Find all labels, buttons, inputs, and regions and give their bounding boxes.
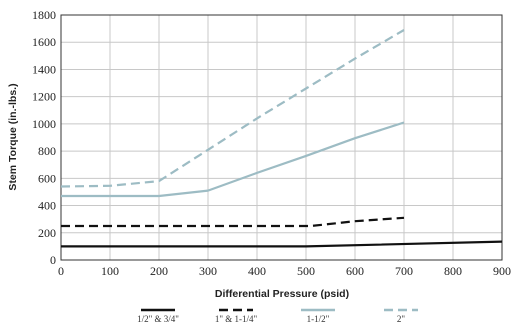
x-tick-label: 300 bbox=[199, 264, 217, 278]
legend-label-2: 1" & 1-1/4" bbox=[215, 314, 258, 324]
plot-frame bbox=[60, 14, 503, 261]
legend-label-4: 2" bbox=[397, 314, 406, 324]
series-line-2 bbox=[61, 216, 405, 228]
y-tick-label: 400 bbox=[38, 199, 56, 213]
y-tick-label: 1000 bbox=[32, 117, 56, 131]
x-tick-label: 700 bbox=[395, 264, 413, 278]
grid-lines bbox=[60, 14, 503, 261]
y-tick-label: 200 bbox=[38, 226, 56, 240]
y-tick-label: 800 bbox=[38, 144, 56, 158]
y-tick-label: 1200 bbox=[32, 90, 56, 104]
y-tick-label: 0 bbox=[50, 253, 56, 267]
x-axis-ticks: 0 100 200 300 400 500 600 700 800 900 bbox=[58, 264, 511, 278]
x-tick-label: 900 bbox=[493, 264, 511, 278]
x-tick-label: 500 bbox=[297, 264, 315, 278]
legend: 1/2" & 3/4" 1" & 1-1/4" 1-1/2" 2" bbox=[137, 308, 418, 324]
x-tick-label: 600 bbox=[346, 264, 364, 278]
legend-label-1: 1/2" & 3/4" bbox=[137, 314, 179, 324]
x-tick-label: 400 bbox=[248, 264, 266, 278]
series-line-3 bbox=[61, 121, 405, 198]
series-layer bbox=[60, 29, 503, 248]
x-axis-title: Differential Pressure (psid) bbox=[215, 288, 349, 300]
y-axis-title: Stem Torque (in.-lbs.) bbox=[7, 83, 19, 190]
x-tick-label: 800 bbox=[444, 264, 462, 278]
x-tick-label: 0 bbox=[58, 264, 64, 278]
y-tick-label: 1400 bbox=[32, 62, 56, 76]
series-line-1 bbox=[61, 240, 503, 248]
y-tick-label: 1800 bbox=[32, 8, 56, 22]
y-tick-label: 1600 bbox=[32, 35, 56, 49]
y-axis-ticks: 0 200 400 600 800 1000 1200 1400 1600 1800 bbox=[32, 8, 56, 267]
y-tick-label: 600 bbox=[38, 171, 56, 185]
x-tick-label: 100 bbox=[101, 264, 119, 278]
x-tick-label: 200 bbox=[150, 264, 168, 278]
legend-label-3: 1-1/2" bbox=[307, 314, 330, 324]
series-line-4 bbox=[60, 29, 405, 188]
